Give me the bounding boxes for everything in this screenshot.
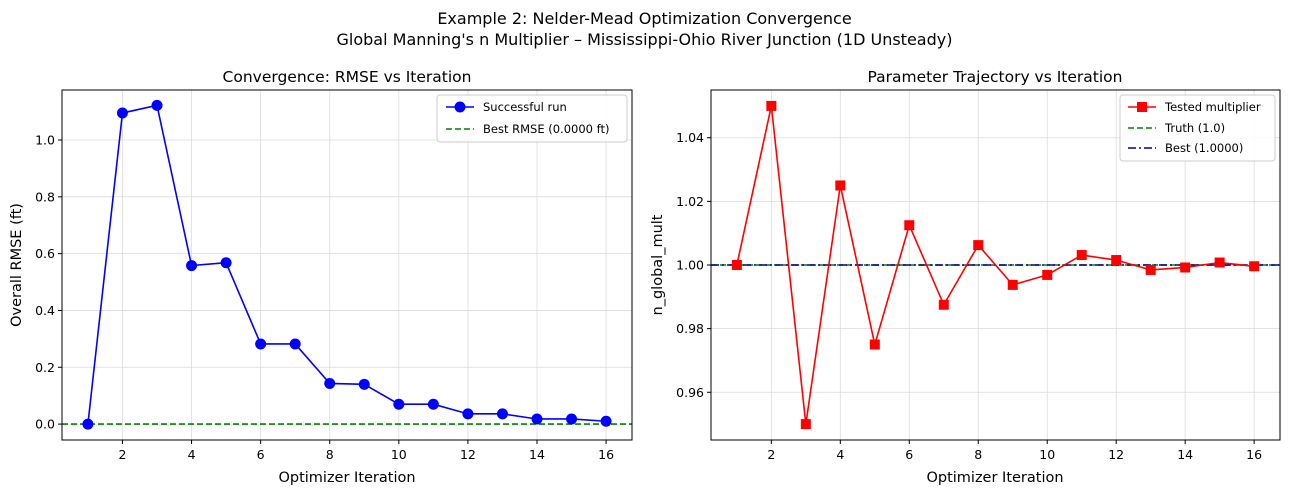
rmse-ytick-label: 0.6	[35, 246, 55, 261]
rmse-ytick-label: 0.2	[35, 360, 55, 375]
rmse-xtick-label: 12	[460, 447, 476, 462]
rmse-xtick-label: 14	[529, 447, 545, 462]
trajectory-chart-ylabel: n_global_mult	[650, 214, 666, 315]
rmse-ytick-label: 0.0	[35, 417, 55, 432]
trajectory-data-point	[1145, 264, 1156, 275]
trajectory-data-point	[1249, 261, 1260, 272]
trajectory-ytick-label: 0.98	[676, 321, 704, 336]
trajectory-data-point	[766, 100, 777, 111]
rmse-data-point	[82, 418, 94, 430]
rmse-data-point	[600, 415, 612, 427]
rmse-ytick-label: 0.8	[35, 189, 55, 204]
trajectory-xtick-label: 4	[836, 447, 844, 462]
trajectory-chart-legend: Tested multiplier Truth (1.0) Best (1.00…	[1119, 94, 1276, 162]
trajectory-legend-truth-label: Truth (1.0)	[1164, 121, 1225, 135]
figure-title-line1: Example 2: Nelder-Mead Optimization Conv…	[437, 9, 851, 28]
trajectory-chart-xlabel: Optimizer Iteration	[926, 470, 1063, 486]
rmse-data-point	[358, 378, 370, 390]
trajectory-data-point	[1076, 250, 1087, 261]
trajectory-series-line	[736, 105, 1255, 425]
trajectory-data-point	[800, 419, 811, 430]
trajectory-legend-series-label: Tested multiplier	[1164, 100, 1261, 114]
trajectory-data-point	[973, 240, 984, 251]
figure-title-line2: Global Manning's n Multiplier – Mississi…	[337, 30, 953, 49]
trajectory-xtick-label: 6	[905, 447, 913, 462]
trajectory-chart-ticks: 2 4 6 8 10 12 14 16 0.96 0.98 1.00 1.02 1.04	[676, 130, 1262, 462]
rmse-data-point	[566, 413, 578, 425]
rmse-data-point	[427, 398, 439, 410]
trajectory-xtick-label: 8	[974, 447, 982, 462]
rmse-xtick-label: 10	[391, 447, 407, 462]
trajectory-data-point	[1042, 269, 1053, 280]
trajectory-data-point	[904, 220, 915, 231]
trajectory-data-point	[835, 180, 846, 191]
trajectory-ytick-label: 1.02	[676, 194, 704, 209]
rmse-data-point	[116, 107, 128, 119]
rmse-chart-legend-box	[436, 94, 628, 143]
rmse-data-point	[289, 338, 301, 350]
trajectory-xtick-label: 10	[1039, 447, 1055, 462]
trajectory-ytick-label: 0.96	[676, 385, 704, 400]
trajectory-data-point	[869, 339, 880, 350]
trajectory-data-point	[1214, 257, 1225, 268]
rmse-data-point	[220, 257, 232, 269]
rmse-legend-series-marker	[454, 101, 466, 113]
trajectory-chart-series	[731, 100, 1260, 430]
rmse-xtick-label: 8	[326, 447, 334, 462]
rmse-data-point	[255, 338, 267, 350]
rmse-legend-best-label: Best RMSE (0.0000 ft)	[483, 122, 609, 136]
trajectory-legend-best-label: Best (1.0000)	[1165, 141, 1243, 155]
trajectory-data-point	[731, 260, 742, 270]
trajectory-data-point	[1111, 255, 1122, 266]
trajectory-data-point	[1007, 279, 1018, 290]
rmse-series-line	[87, 104, 607, 425]
rmse-chart-xlabel: Optimizer Iteration	[278, 470, 415, 486]
rmse-chart-series	[82, 99, 612, 430]
trajectory-ytick-label: 1.04	[676, 130, 704, 145]
rmse-chart-title: Convergence: RMSE vs Iteration	[223, 68, 472, 86]
rmse-legend-series-label: Successful run	[483, 100, 567, 114]
trajectory-xtick-label: 16	[1246, 447, 1262, 462]
parameter-trajectory-chart: Parameter Trajectory vs Iteration Optimi…	[650, 68, 1281, 486]
rmse-ytick-label: 1.0	[35, 133, 55, 148]
rmse-xtick-label: 6	[257, 447, 265, 462]
trajectory-data-point	[1180, 262, 1191, 273]
rmse-convergence-chart: Convergence: RMSE vs Iteration Optimizer…	[9, 68, 633, 486]
rmse-chart-ticks: 2 4 6 8 10 12 14 16 0.0 0.2 0.4 0.6 0.8 1.0	[35, 133, 614, 463]
rmse-xtick-label: 2	[118, 447, 126, 462]
rmse-data-point	[462, 408, 474, 420]
rmse-chart-legend: Successful run Best RMSE (0.0000 ft)	[436, 94, 628, 143]
trajectory-ytick-label: 1.00	[676, 258, 704, 273]
trajectory-chart-title: Parameter Trajectory vs Iteration	[868, 68, 1123, 86]
rmse-data-point	[186, 260, 198, 272]
rmse-chart-plot-frame	[61, 89, 633, 441]
rmse-xtick-label: 16	[598, 447, 614, 462]
trajectory-xtick-label: 2	[767, 447, 775, 462]
rmse-data-point	[531, 413, 543, 425]
rmse-ytick-label: 0.4	[35, 303, 55, 318]
trajectory-xtick-label: 12	[1108, 447, 1124, 462]
trajectory-legend-series-marker	[1137, 102, 1147, 112]
rmse-data-point	[324, 377, 336, 389]
rmse-chart-ylabel: Overall RMSE (ft)	[9, 203, 25, 327]
trajectory-chart-legend-box	[1119, 94, 1276, 162]
rmse-xtick-label: 4	[188, 447, 196, 462]
trajectory-data-point	[938, 299, 949, 310]
rmse-data-point	[151, 99, 163, 111]
trajectory-xtick-label: 14	[1177, 447, 1193, 462]
rmse-data-point	[393, 398, 405, 410]
rmse-data-point	[496, 408, 508, 420]
